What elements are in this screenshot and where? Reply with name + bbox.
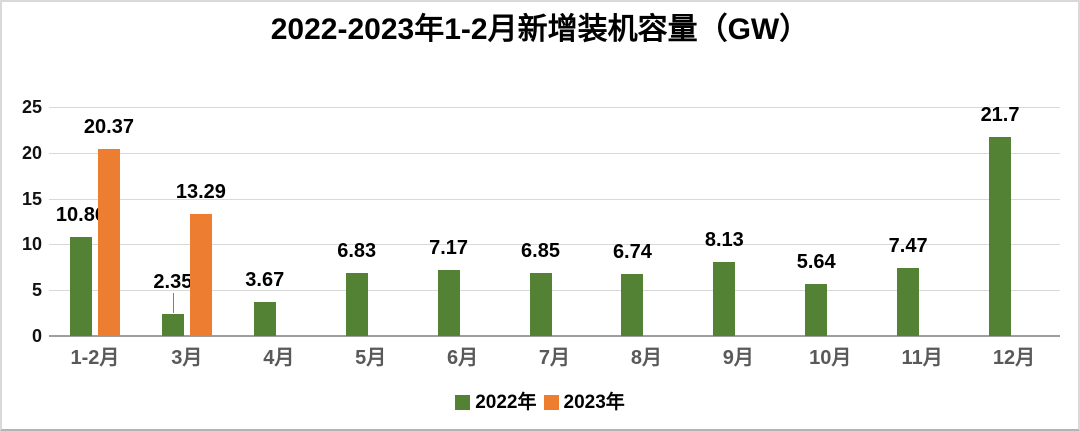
bar-2022年-11月 xyxy=(897,267,920,336)
legend-item-2022年: 2022年 xyxy=(455,392,537,413)
x-axis-tick-label: 4月 xyxy=(263,347,295,369)
bar-2022年-4月 xyxy=(253,302,276,336)
y-axis-tick-label: 15 xyxy=(21,188,42,209)
x-axis-tick-label: 11月 xyxy=(901,347,943,369)
bar-2022年-12月 xyxy=(989,137,1012,336)
gridline xyxy=(49,290,1060,292)
data-label: 6.74 xyxy=(612,241,652,264)
data-label: 21.7 xyxy=(980,104,1020,127)
y-axis-tick-label: 20 xyxy=(21,142,42,163)
data-label: 2.35 xyxy=(153,271,193,294)
x-axis-tick-label: 12月 xyxy=(992,347,1036,369)
bar-2022年-7月 xyxy=(529,273,552,336)
data-label: 6.83 xyxy=(337,240,377,263)
x-axis-line xyxy=(49,335,1060,337)
legend: 2022年 2023年 xyxy=(2,393,1078,412)
y-axis-tick-label: 5 xyxy=(31,280,42,301)
bar-2022年-5月 xyxy=(345,273,368,336)
bar-2022年-8月 xyxy=(621,274,644,336)
bar-2023年-3月 xyxy=(189,214,212,336)
x-axis-tick-label: 3月 xyxy=(171,347,203,369)
y-axis-tick-label: 25 xyxy=(21,97,42,117)
legend-item-2023年: 2023年 xyxy=(543,392,625,413)
data-label: 8.13 xyxy=(704,228,744,251)
data-label: 10.86 xyxy=(55,203,106,226)
leader-line xyxy=(172,293,174,314)
x-axis-tick-label: 9月 xyxy=(722,347,754,369)
bar-2022年-1-2月 xyxy=(69,236,92,336)
data-label: 20.37 xyxy=(83,116,134,139)
data-label: 3.67 xyxy=(245,269,285,292)
data-label: 7.47 xyxy=(888,234,928,257)
bar-2023年-1-2月 xyxy=(97,149,120,336)
y-axis-tick-label: 10 xyxy=(21,234,42,255)
x-axis-tick-label: 1-2月 xyxy=(70,347,120,369)
x-axis-tick-label: 6月 xyxy=(447,347,479,369)
legend-swatch xyxy=(455,395,471,410)
data-label: 6.85 xyxy=(521,240,560,263)
y-axis-tick-label: 0 xyxy=(31,326,42,346)
gridline xyxy=(49,244,1060,246)
data-label: 7.17 xyxy=(429,237,469,260)
gridline xyxy=(49,198,1060,200)
legend-label: 2022年 xyxy=(475,392,537,413)
bar-2022年-9月 xyxy=(713,261,736,336)
x-axis-tick-label: 8月 xyxy=(630,347,662,369)
chart-title: 2022-2023年1-2月新增装机容量（GW） xyxy=(270,13,810,46)
bar-2022年-10月 xyxy=(805,284,828,336)
x-axis-tick-label: 7月 xyxy=(538,347,571,369)
gridline xyxy=(49,107,1060,108)
legend-label: 2023年 xyxy=(563,392,625,413)
gridline xyxy=(49,152,1060,154)
data-label: 5.64 xyxy=(796,251,836,274)
x-axis-tick-label: 10月 xyxy=(809,347,852,369)
data-label: 13.29 xyxy=(175,181,226,204)
bar-2022年-6月 xyxy=(437,270,460,336)
legend-swatch xyxy=(543,395,559,410)
x-axis-tick-label: 5月 xyxy=(355,347,387,369)
bar-2022年-3月 xyxy=(161,314,184,336)
